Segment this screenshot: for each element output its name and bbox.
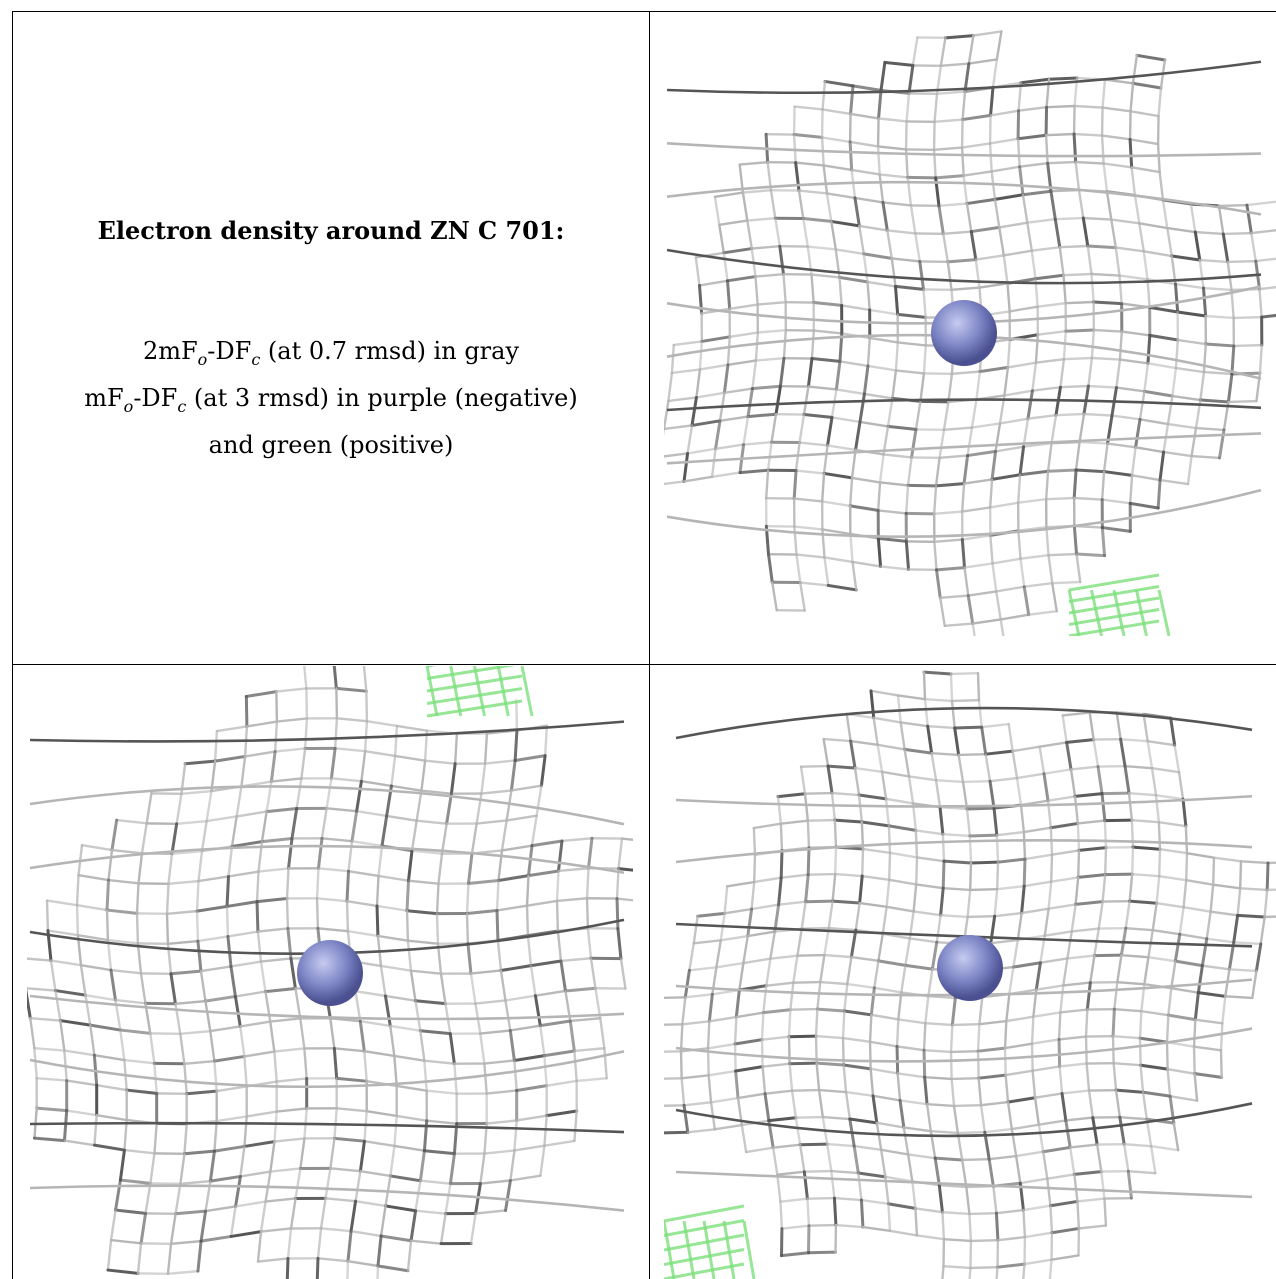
mesh-contour [675, 1102, 1253, 1138]
zinc-atom-sphere [931, 300, 997, 366]
zinc-atom-sphere [937, 935, 1003, 1001]
mesh-contour [675, 794, 1253, 808]
caption-cell: Electron density around ZN C 701: 2mFo-D… [13, 12, 649, 664]
positive-density-mesh [425, 666, 534, 718]
caption-title: Electron density around ZN C 701: [97, 216, 565, 245]
mesh-contour [675, 838, 1253, 864]
mesh-contour [29, 1184, 625, 1212]
mesh-grid [664, 30, 1276, 636]
table-divider-vertical [649, 11, 650, 1279]
density-mesh-image-1 [664, 30, 1276, 636]
mesh-contour [666, 60, 1262, 95]
mesh-grid [664, 670, 1276, 1279]
mesh-contour [29, 844, 625, 875]
mesh-contour [675, 1170, 1253, 1199]
mesh-contour [29, 785, 625, 826]
density-mesh-image-3 [664, 670, 1276, 1279]
density-mesh-image-2 [27, 666, 633, 1279]
mesh-contour [666, 180, 1262, 216]
mesh-contour [666, 488, 1262, 538]
caption-line-3: and green (positive) [208, 430, 454, 459]
density-view-2 [27, 666, 633, 1279]
mesh-contour [675, 706, 1253, 740]
mesh-contour [29, 1050, 625, 1089]
mesh-contour [675, 1027, 1253, 1063]
mesh-contour [666, 142, 1262, 158]
caption-body: 2mFo-DFc (at 0.7 rmsd) in gray mFo-DFc (… [13, 332, 649, 464]
caption-line-2: mFo-DFc (at 3 rmsd) in purple (negative) [84, 383, 578, 416]
positive-density-mesh [664, 1204, 756, 1279]
table-divider-horizontal [12, 664, 1276, 665]
mesh-contour [666, 398, 1262, 412]
mesh-contour [29, 994, 625, 1021]
positive-density-mesh [1067, 573, 1171, 636]
density-view-1 [664, 30, 1276, 636]
mesh-contour [666, 432, 1262, 465]
table-border-top [12, 11, 1276, 12]
mesh-contour [29, 1121, 625, 1134]
density-view-3 [664, 666, 1276, 1279]
table-border-left [12, 11, 13, 1279]
mesh-contour [666, 248, 1262, 285]
mesh-contour [29, 720, 625, 743]
zinc-atom-sphere [297, 940, 363, 1006]
caption-line-1: 2mFo-DFc (at 0.7 rmsd) in gray [142, 337, 520, 369]
